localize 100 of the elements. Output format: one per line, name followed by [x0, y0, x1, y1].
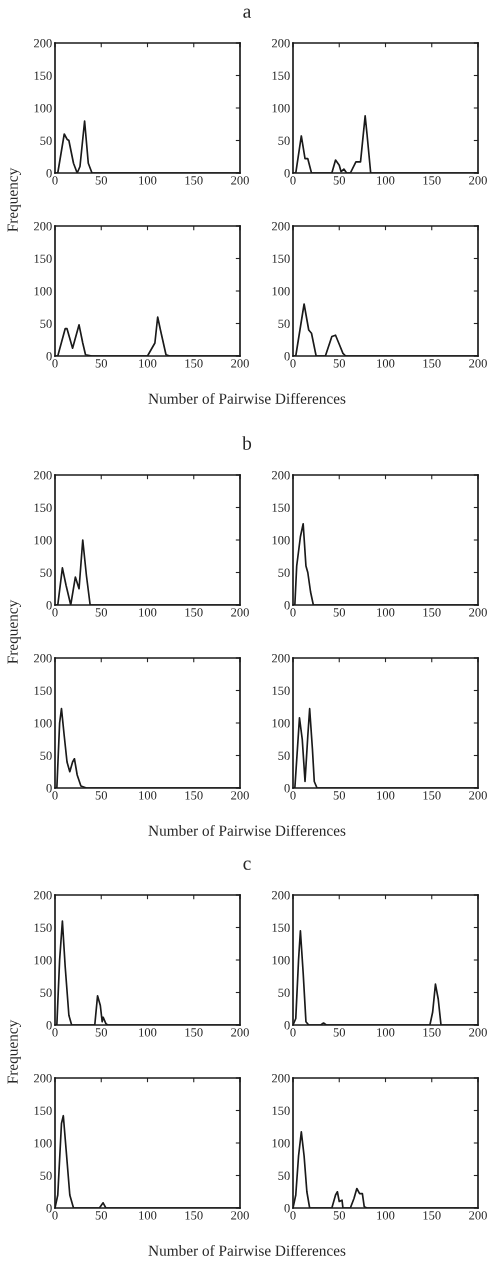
y-tick-label: 100 — [34, 287, 52, 296]
x-tick-label: 200 — [231, 791, 249, 800]
x-tick-label: 100 — [377, 176, 395, 185]
x-tick-label: 100 — [139, 1028, 157, 1037]
y-tick-label: 200 — [34, 222, 52, 231]
x-tick-label: 100 — [377, 608, 395, 617]
y-tick-label: 150 — [34, 71, 52, 80]
chart-title: a — [243, 8, 252, 18]
y-tick-label: 0 — [284, 784, 290, 793]
y-tick-label: 50 — [278, 568, 290, 577]
x-tick-label: 50 — [95, 608, 108, 617]
y-tick-label: 150 — [34, 1106, 52, 1115]
x-tick-label: 0 — [52, 176, 58, 185]
y-tick-label: 50 — [278, 136, 290, 145]
x-tick-label: 0 — [290, 608, 296, 617]
x-tick-label: 200 — [231, 1028, 249, 1037]
x-tick-label: 0 — [290, 359, 296, 368]
y-tick-label: 100 — [34, 719, 52, 728]
x-tick-label: 100 — [377, 1211, 395, 1220]
x-tick-label: 100 — [377, 1028, 395, 1037]
y-tick-label: 0 — [284, 1021, 290, 1030]
x-tick-label: 50 — [95, 1028, 108, 1037]
x-tick-label: 50 — [333, 176, 346, 185]
y-tick-label: 100 — [272, 719, 290, 728]
y-tick-label: 50 — [278, 319, 290, 328]
x-axis-title: Number of Pairwise Differences — [148, 824, 346, 836]
y-axis-title: Frequency — [7, 1019, 21, 1084]
x-tick-label: 200 — [469, 1028, 487, 1037]
x-tick-label: 200 — [231, 1211, 249, 1220]
y-tick-label: 50 — [40, 136, 52, 145]
x-tick-label: 100 — [139, 1211, 157, 1220]
x-tick-label: 150 — [185, 1028, 203, 1037]
x-tick-label: 200 — [469, 608, 487, 617]
chart-title: b — [242, 436, 252, 450]
y-tick-label: 200 — [272, 1074, 290, 1083]
x-tick-label: 150 — [423, 176, 441, 185]
y-tick-label: 100 — [272, 104, 290, 113]
y-tick-label: 100 — [34, 104, 52, 113]
x-tick-label: 50 — [333, 1028, 346, 1037]
x-tick-label: 200 — [231, 176, 249, 185]
y-tick-label: 50 — [40, 751, 52, 760]
y-tick-label: 200 — [272, 222, 290, 231]
x-axis-title: Number of Pairwise Differences — [148, 392, 346, 404]
x-tick-label: 150 — [185, 791, 203, 800]
chart-title: c — [243, 860, 251, 870]
x-tick-label: 50 — [95, 359, 108, 368]
x-tick-label: 50 — [333, 359, 346, 368]
y-tick-label: 50 — [40, 568, 52, 577]
x-tick-label: 50 — [333, 791, 346, 800]
x-tick-label: 100 — [377, 791, 395, 800]
y-tick-label: 200 — [34, 471, 52, 480]
x-axis-title: Number of Pairwise Differences — [148, 1244, 346, 1256]
y-tick-label: 150 — [34, 254, 52, 263]
y-tick-label: 0 — [284, 1204, 290, 1213]
y-tick-label: 150 — [272, 71, 290, 80]
x-tick-label: 200 — [469, 176, 487, 185]
y-tick-label: 0 — [46, 1204, 52, 1213]
x-tick-label: 100 — [139, 791, 157, 800]
x-tick-label: 0 — [52, 359, 58, 368]
y-tick-label: 50 — [40, 319, 52, 328]
y-tick-label: 50 — [40, 1171, 52, 1180]
y-axis-title: Frequency — [7, 167, 21, 232]
x-tick-label: 150 — [423, 791, 441, 800]
y-tick-label: 100 — [272, 1139, 290, 1148]
x-tick-label: 150 — [423, 608, 441, 617]
y-tick-label: 50 — [40, 988, 52, 997]
x-tick-label: 0 — [52, 608, 58, 617]
y-tick-label: 200 — [34, 39, 52, 48]
y-tick-label: 0 — [46, 1021, 52, 1030]
x-tick-label: 0 — [290, 1211, 296, 1220]
x-tick-label: 150 — [423, 1211, 441, 1220]
y-tick-label: 150 — [272, 254, 290, 263]
x-tick-label: 150 — [185, 359, 203, 368]
y-tick-label: 100 — [272, 956, 290, 965]
y-tick-label: 200 — [34, 1074, 52, 1083]
y-tick-label: 200 — [272, 891, 290, 900]
x-tick-label: 100 — [139, 176, 157, 185]
y-tick-label: 150 — [272, 686, 290, 695]
x-tick-label: 50 — [95, 1211, 108, 1220]
y-axis-title: Frequency — [7, 599, 21, 664]
y-tick-label: 0 — [46, 784, 52, 793]
x-tick-label: 150 — [185, 608, 203, 617]
y-tick-label: 150 — [272, 923, 290, 932]
x-tick-label: 0 — [52, 1211, 58, 1220]
y-tick-label: 150 — [34, 923, 52, 932]
y-tick-label: 0 — [284, 352, 290, 361]
x-tick-label: 0 — [52, 791, 58, 800]
x-tick-label: 0 — [52, 1028, 58, 1037]
x-tick-label: 150 — [423, 359, 441, 368]
y-tick-label: 50 — [278, 1171, 290, 1180]
y-tick-label: 0 — [284, 169, 290, 178]
x-tick-label: 0 — [290, 176, 296, 185]
x-tick-label: 50 — [333, 608, 346, 617]
y-tick-label: 150 — [34, 686, 52, 695]
x-tick-label: 50 — [333, 1211, 346, 1220]
y-tick-label: 100 — [34, 536, 52, 545]
y-tick-label: 0 — [46, 169, 52, 178]
x-tick-label: 150 — [423, 1028, 441, 1037]
x-tick-label: 150 — [185, 1211, 203, 1220]
y-tick-label: 150 — [272, 1106, 290, 1115]
